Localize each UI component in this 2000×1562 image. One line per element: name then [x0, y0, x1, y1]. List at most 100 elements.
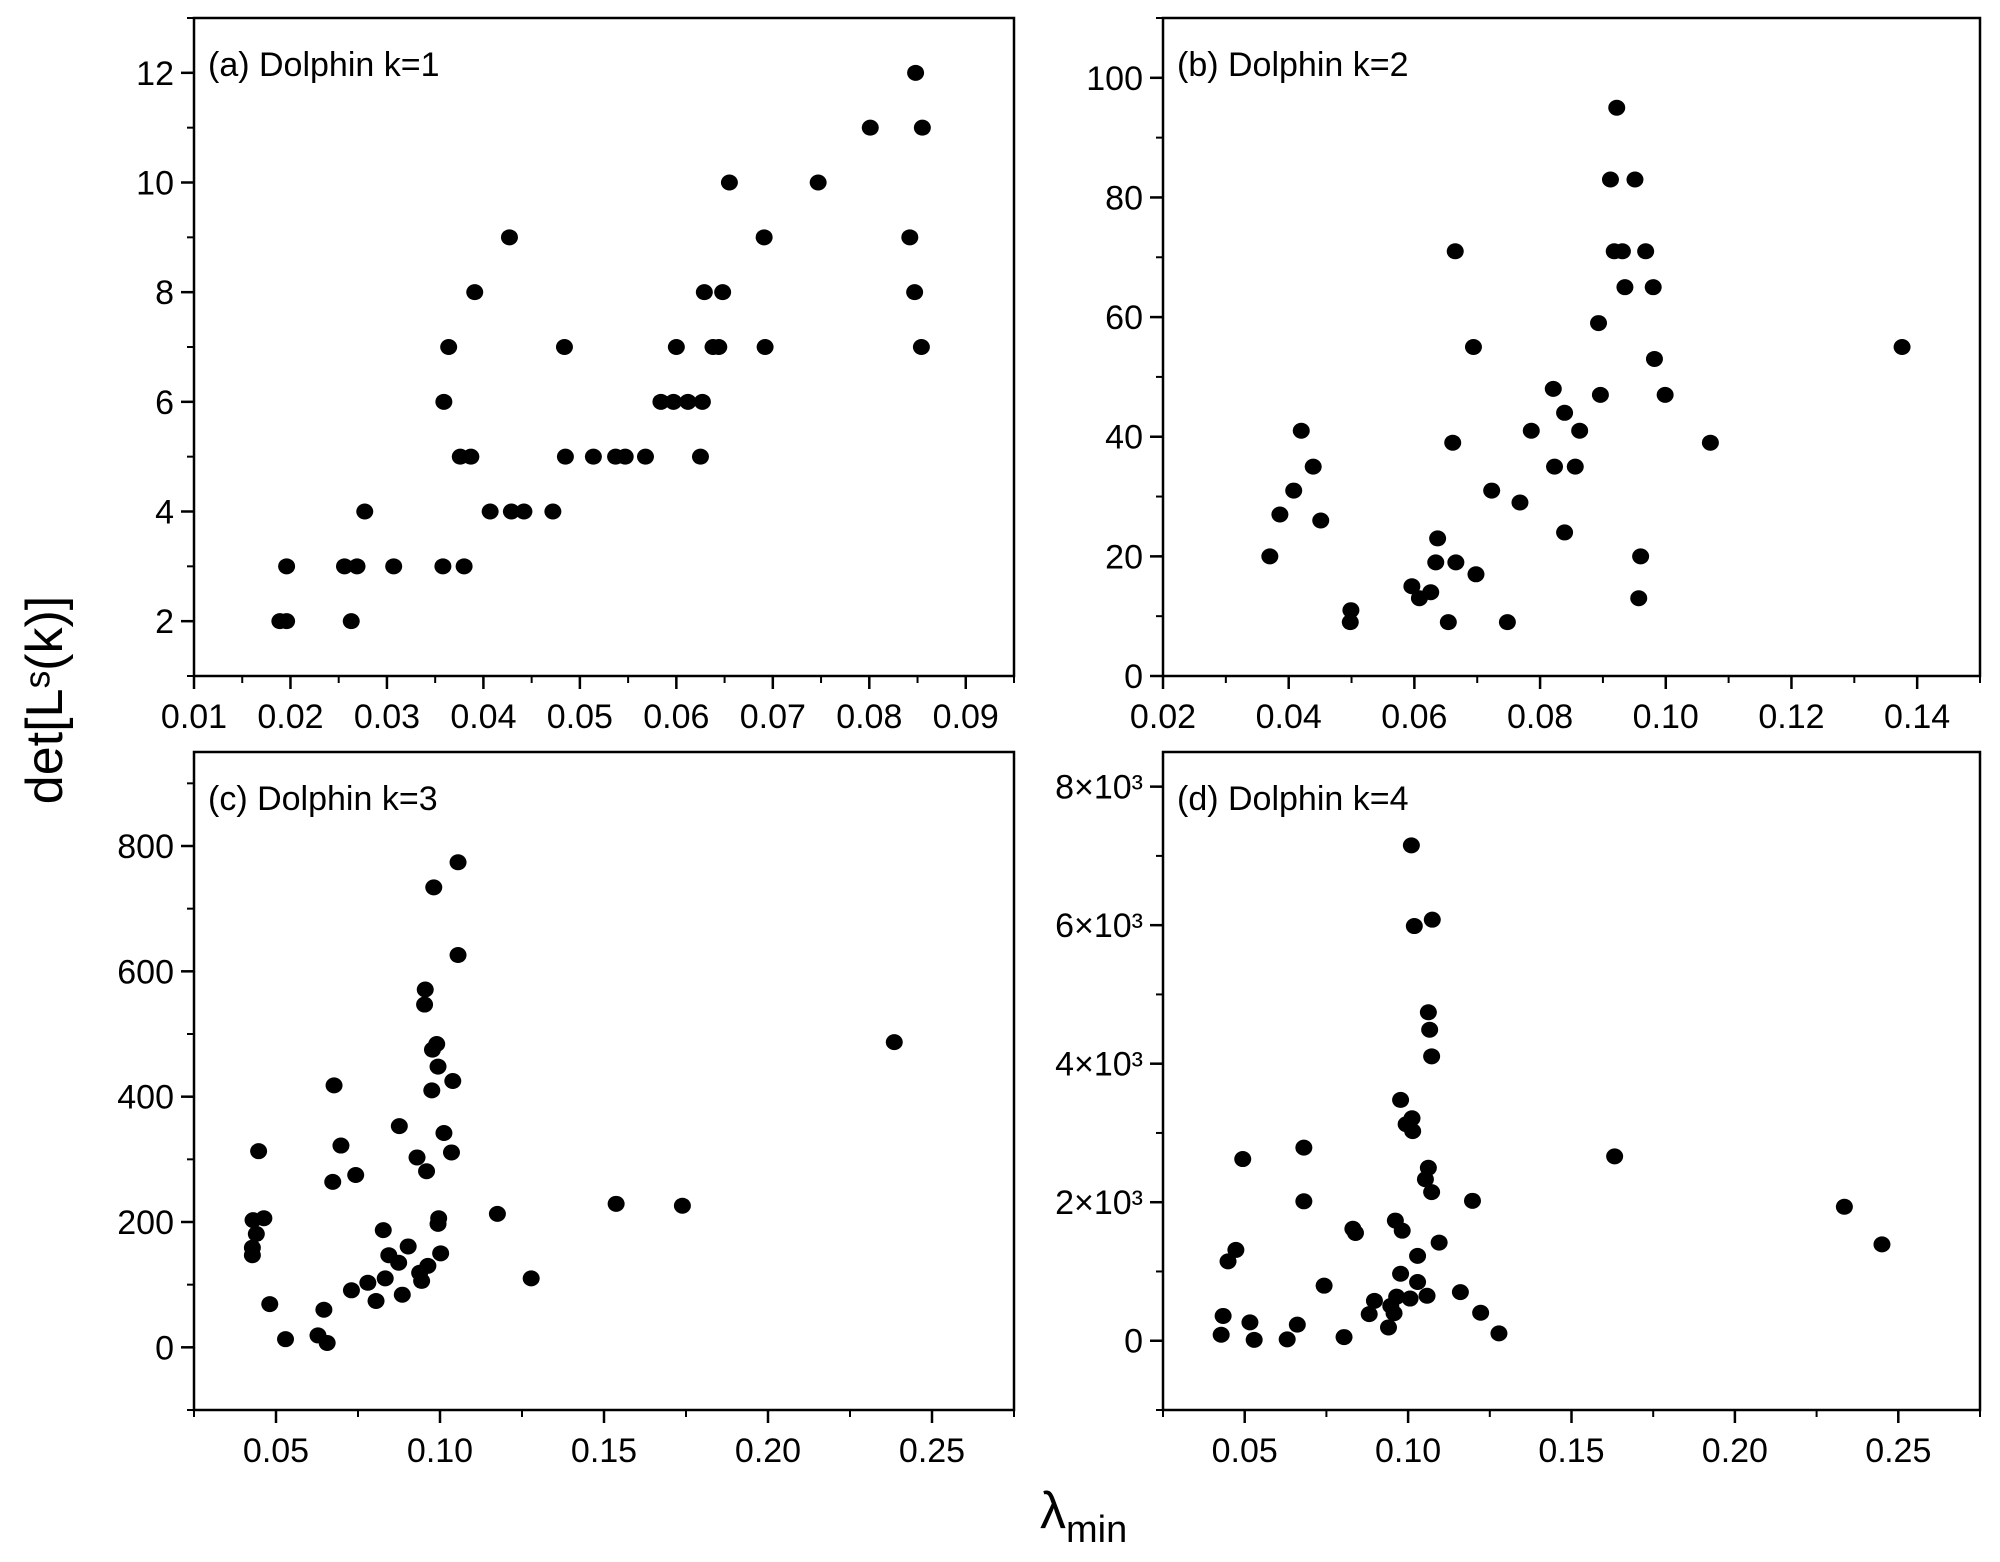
data-point — [1418, 1287, 1436, 1304]
y-tick-label: 0 — [1124, 658, 1143, 696]
data-point — [1304, 458, 1322, 475]
panel-title: (d) Dolphin k=4 — [1177, 780, 1409, 818]
data-point — [1498, 614, 1516, 631]
data-point — [695, 284, 713, 301]
data-point — [1360, 1306, 1378, 1323]
y-tick-label: 200 — [117, 1204, 174, 1242]
x-tick-label: 0.25 — [899, 1432, 965, 1470]
data-point — [342, 613, 360, 630]
data-point — [247, 1225, 265, 1242]
y-tick-label: 0 — [155, 1329, 174, 1367]
y-tick-label: 100 — [1086, 60, 1143, 98]
x-tick-label: 0.02 — [257, 698, 323, 736]
x-tick-label: 0.25 — [1865, 1432, 1931, 1470]
x-tick-label: 0.12 — [1758, 698, 1824, 736]
data-point — [1556, 524, 1574, 541]
data-point — [1630, 590, 1648, 607]
data-point — [636, 448, 654, 465]
data-point — [616, 448, 634, 465]
data-point — [1346, 1224, 1364, 1241]
data-point — [488, 1205, 506, 1222]
y-tick-label: 600 — [117, 953, 174, 991]
data-point — [342, 1282, 360, 1299]
data-point — [348, 558, 366, 575]
plot-frame — [192, 16, 1016, 678]
data-point — [1522, 422, 1540, 439]
data-point — [428, 1036, 446, 1053]
panel-a: 0.01 0.02 0.03 0.04 0.05 0.06 0.07 0.08 0.09 2 4 6 8… — [136, 16, 1016, 736]
data-point — [442, 1144, 460, 1161]
data-point — [1285, 482, 1303, 499]
data-point — [1472, 1304, 1490, 1321]
data-point — [1626, 171, 1644, 188]
data-point — [1467, 566, 1485, 583]
x-tick-label: 0.15 — [1538, 1432, 1604, 1470]
data-point — [500, 229, 518, 246]
data-point — [399, 1238, 417, 1255]
data-point — [1295, 1139, 1313, 1156]
x-tick-label: 0.03 — [354, 698, 420, 736]
data-point — [1451, 1284, 1469, 1301]
data-point — [1341, 614, 1359, 631]
y-tick-label: 80 — [1105, 179, 1143, 217]
data-point — [1292, 422, 1310, 439]
x-tick-label: 0.20 — [1702, 1432, 1768, 1470]
y-tick-label: 4×10³ — [1055, 1046, 1143, 1084]
data-point — [1544, 380, 1562, 397]
data-point — [278, 558, 296, 575]
data-point — [667, 339, 685, 355]
y-tick-label: 6 — [155, 384, 174, 422]
data-point — [1701, 434, 1719, 451]
y-tick-label: 400 — [117, 1079, 174, 1117]
data-point — [1464, 339, 1482, 355]
y-tick-label: 8 — [155, 274, 174, 312]
panel-title: (a) Dolphin k=1 — [208, 46, 440, 84]
x-tick-label: 0.05 — [243, 1432, 309, 1470]
data-point — [1312, 512, 1330, 529]
data-point — [714, 284, 732, 301]
data-point — [912, 339, 930, 355]
x-axis-label: λmin — [1040, 1482, 1127, 1551]
x-tick-label: 0.08 — [1507, 698, 1573, 736]
data-point — [522, 1270, 540, 1287]
data-point — [1616, 279, 1634, 296]
data-point — [1409, 1274, 1427, 1291]
data-point — [710, 339, 728, 355]
data-point — [1214, 1307, 1232, 1324]
data-point — [679, 393, 697, 410]
data-point — [390, 1254, 408, 1271]
data-point — [243, 1247, 261, 1264]
y-tick-label: 8×10³ — [1055, 769, 1143, 807]
data-point — [1212, 1326, 1230, 1343]
data-point — [1403, 578, 1421, 595]
data-point — [673, 1197, 691, 1214]
data-point — [432, 1245, 450, 1262]
data-point — [277, 1331, 295, 1348]
data-point — [413, 1272, 431, 1289]
data-point — [1644, 279, 1662, 296]
data-point — [1444, 434, 1462, 451]
data-point — [408, 1149, 426, 1166]
x-tick-label: 0.05 — [1212, 1432, 1278, 1470]
data-point — [1419, 1159, 1437, 1176]
x-tick-label: 0.09 — [933, 698, 999, 736]
data-point — [444, 1073, 462, 1089]
data-point — [809, 174, 827, 191]
x-axis-label-symbol: λ — [1040, 1482, 1066, 1540]
data-point — [1421, 1021, 1439, 1038]
panel-title: (c) Dolphin k=3 — [208, 780, 438, 818]
data-point — [1392, 1265, 1410, 1282]
data-point — [1423, 1184, 1441, 1201]
data-point — [440, 339, 458, 355]
data-point — [556, 448, 574, 465]
data-point — [1365, 1292, 1383, 1309]
data-point — [1447, 554, 1465, 571]
data-point — [390, 1118, 408, 1135]
data-point — [1591, 386, 1609, 403]
data-point — [1483, 482, 1501, 499]
data-point — [1404, 1123, 1422, 1140]
x-tick-label: 0.05 — [547, 698, 613, 736]
data-point — [481, 503, 499, 520]
data-point — [1419, 1004, 1437, 1021]
